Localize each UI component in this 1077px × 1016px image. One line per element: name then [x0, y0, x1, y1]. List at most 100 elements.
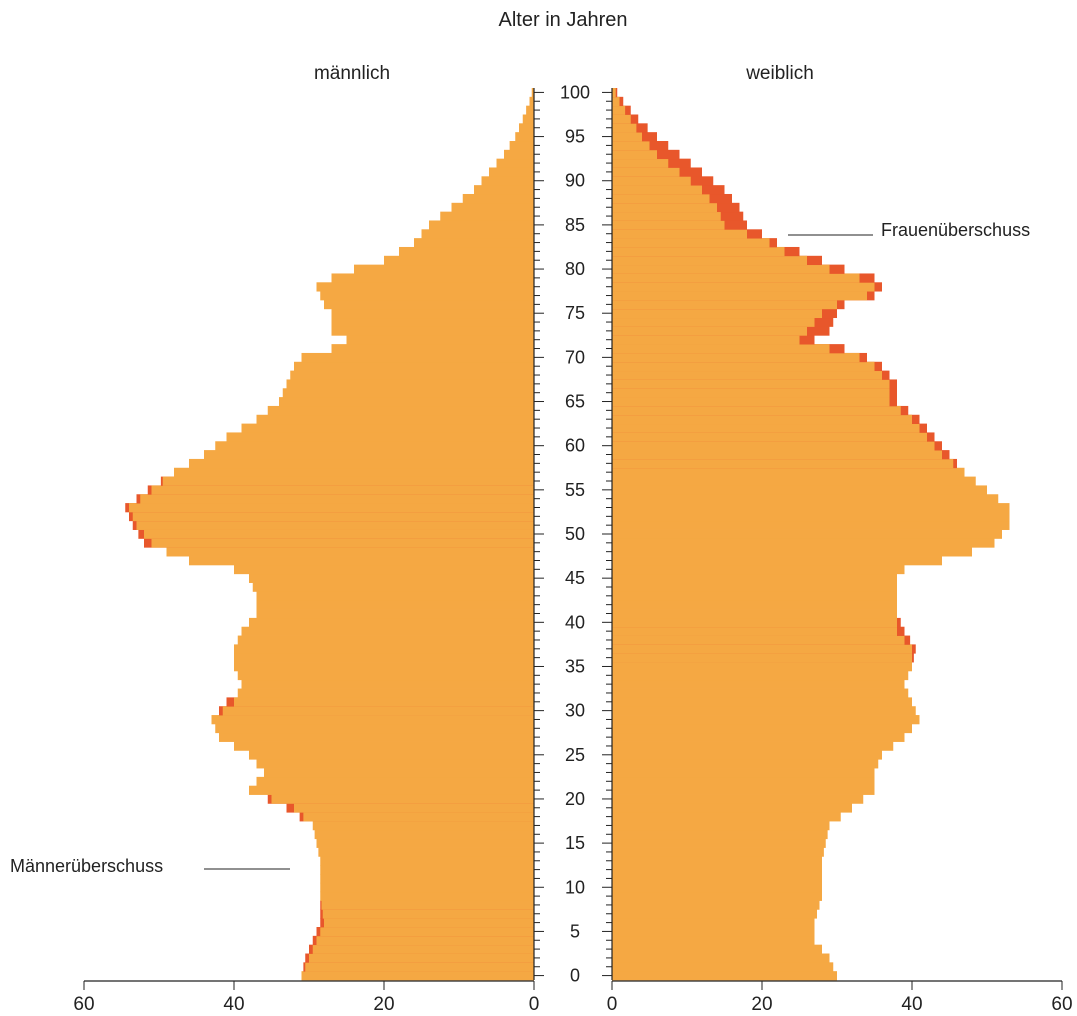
female-bar: [612, 962, 834, 972]
female-bar: [612, 123, 637, 133]
female-x-axis: 0 20 40 60: [607, 980, 1073, 1015]
age-tick-label: 90: [565, 171, 585, 191]
female-bar: [612, 803, 852, 813]
male-bar: [204, 450, 534, 460]
female-bar: [612, 96, 620, 107]
female-bar: [612, 573, 897, 583]
female-bar: [612, 635, 905, 645]
female-bar: [612, 282, 875, 292]
age-tick-label: 55: [565, 480, 585, 500]
female-bar: [612, 918, 815, 928]
male-bars: [125, 88, 534, 981]
female-bar: [612, 874, 822, 884]
female-bar: [612, 467, 965, 477]
male-bar: [144, 529, 534, 539]
female-bar: [612, 317, 815, 327]
male-bar: [234, 564, 534, 575]
male-x-tick-label: 20: [373, 994, 394, 1015]
age-tick-label: 40: [565, 612, 585, 632]
female-bar: [612, 220, 725, 230]
female-bar: [612, 176, 691, 186]
age-tick-label: 85: [565, 215, 585, 235]
age-tick-label: 50: [565, 524, 585, 544]
female-bar: [612, 706, 916, 716]
age-tick-label: 100: [560, 82, 590, 102]
male-bar: [132, 511, 534, 522]
female-surplus-annotation: Frauenüberschuss: [881, 220, 1030, 240]
female-bar: [612, 900, 820, 910]
female-bar: [612, 609, 897, 619]
age-tick-label: 80: [565, 259, 585, 279]
age-tick-label: 65: [565, 392, 585, 412]
male-x-tick-label: 40: [223, 994, 244, 1015]
male-bar: [462, 193, 534, 204]
male-x-tick-label: 60: [73, 994, 94, 1015]
female-bar: [612, 812, 841, 822]
female-bar: [612, 600, 897, 610]
male-bar: [256, 600, 534, 610]
female-bar: [612, 423, 920, 433]
male-bar: [399, 246, 534, 257]
female-bar: [612, 494, 999, 504]
male-bar: [162, 476, 534, 486]
female-bar: [612, 538, 995, 548]
female-bar: [612, 715, 920, 725]
female-bar: [612, 750, 882, 760]
female-bar: [612, 379, 890, 389]
female-bar: [612, 556, 942, 566]
male-bar: [440, 211, 534, 221]
male-bar: [256, 591, 534, 601]
female-bar: [612, 255, 807, 266]
female-x-tick-label: 0: [607, 994, 618, 1015]
male-bar: [222, 706, 534, 716]
male-bar: [320, 882, 534, 893]
male-bar: [421, 229, 534, 239]
male-bar: [414, 238, 534, 248]
male-bar: [531, 88, 534, 98]
male-bar: [215, 723, 534, 734]
female-bar: [612, 299, 837, 310]
male-bar: [320, 865, 534, 875]
female-bar: [612, 458, 954, 469]
male-bar: [219, 732, 534, 742]
male-bar: [318, 847, 534, 857]
female-bar: [612, 149, 657, 160]
female-bar: [612, 344, 830, 354]
female-bar: [612, 529, 1002, 539]
male-bar: [237, 688, 534, 698]
female-bar: [612, 308, 822, 319]
female-bar: [612, 202, 717, 213]
male-bar: [241, 423, 534, 433]
male-bar: [252, 582, 534, 592]
male-bar: [234, 662, 534, 672]
male-surplus-annotation: Männerüberschuss: [10, 856, 163, 876]
age-tick-label: 20: [565, 789, 585, 809]
female-bar: [612, 644, 912, 654]
female-bar: [612, 105, 626, 115]
male-bar: [322, 909, 534, 919]
male-bar: [249, 785, 534, 795]
male-bar: [256, 759, 534, 769]
female-bar: [612, 838, 826, 848]
female-x-tick-label: 20: [751, 994, 772, 1015]
male-bar: [320, 291, 534, 301]
female-bar: [612, 352, 860, 363]
female-bar: [612, 476, 976, 486]
age-tick-label: 75: [565, 303, 585, 323]
male-bar: [294, 361, 534, 372]
male-bar: [140, 494, 534, 504]
age-tick-label: 60: [565, 436, 585, 456]
female-bar: [612, 794, 864, 804]
female-bar: [612, 847, 824, 857]
male-bar: [331, 326, 534, 336]
male-bar: [267, 405, 534, 416]
female-bar: [612, 246, 785, 257]
female-bar: [612, 273, 860, 283]
age-tick-label: 15: [565, 833, 585, 853]
female-bar: [612, 865, 822, 875]
male-bar: [312, 944, 534, 954]
age-tick-label: 0: [570, 966, 580, 986]
female-bar: [612, 944, 822, 954]
male-bar: [384, 255, 534, 266]
female-bar: [612, 768, 875, 778]
